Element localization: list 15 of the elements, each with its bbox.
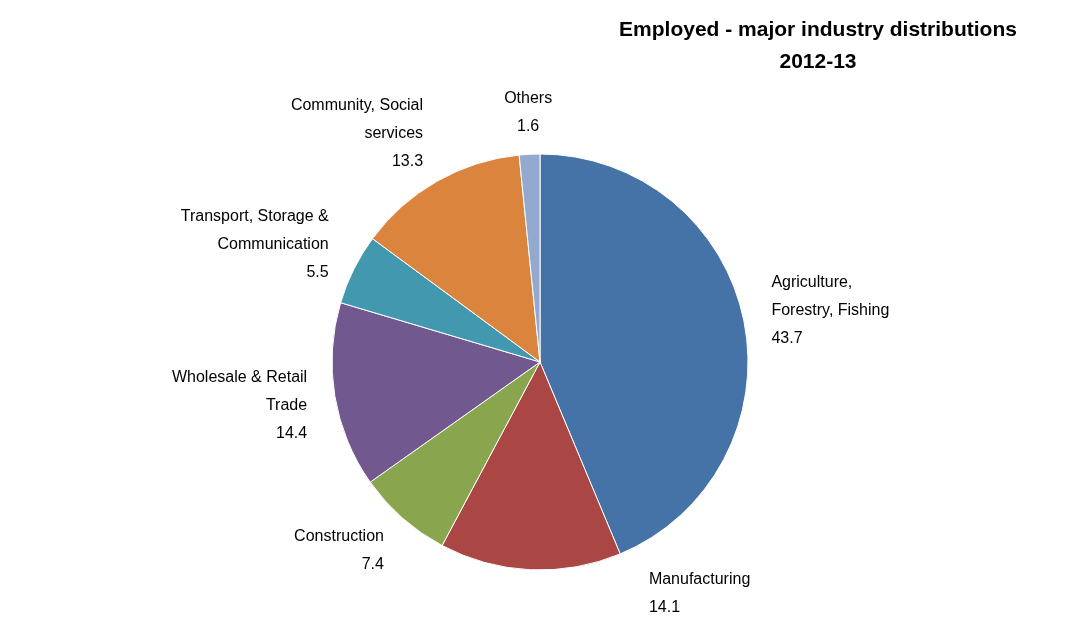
data-label: 1.6: [517, 117, 540, 135]
data-label: 13.3: [391, 151, 424, 169]
data-label: 14.4: [276, 423, 308, 441]
data-label: 43.7: [771, 329, 803, 347]
data-label: 7.4: [361, 554, 385, 572]
slice-label: Others: [504, 89, 553, 107]
data-label: 14.1: [648, 598, 681, 615]
slice-label: Transport, Storage & Communication: [180, 207, 330, 253]
slice-label: Construction: [294, 526, 384, 544]
slice-label: Community, Social services: [290, 95, 424, 141]
slice-label: Wholesale & Retail Trade: [171, 367, 308, 413]
chart-title: Employed - major industry distributions 2012-13: [619, 17, 1017, 72]
data-label: 5.5: [306, 263, 329, 281]
slice-label: Agriculture, Forestry, Fishing: [771, 273, 890, 319]
slice-label: Manufacturing: [648, 570, 751, 587]
